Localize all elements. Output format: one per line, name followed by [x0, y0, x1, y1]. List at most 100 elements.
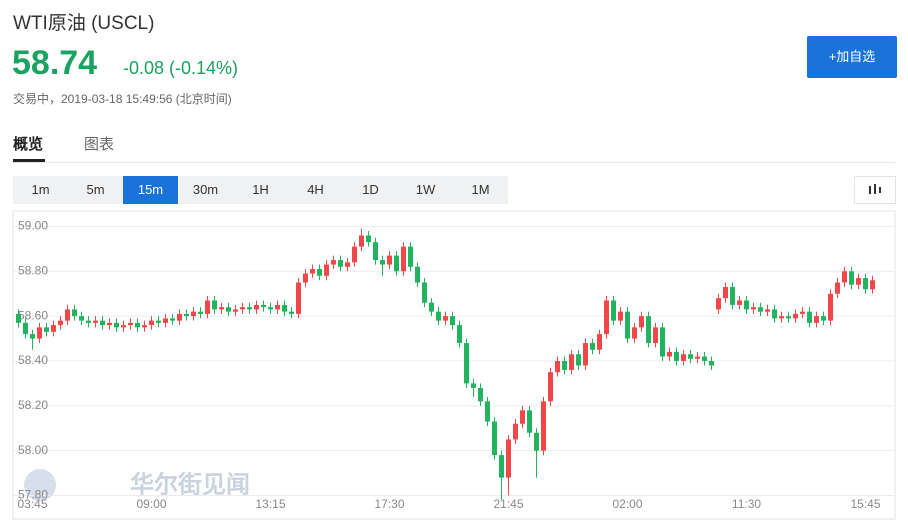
candle-body: [604, 300, 609, 335]
interval-button[interactable]: 1D: [362, 182, 379, 197]
candle-body: [261, 304, 266, 308]
candle-body: [380, 260, 385, 265]
candle-body: [464, 343, 469, 384]
candle-body: [79, 316, 84, 321]
interval-bar: 1m 5m 15m 30m 1H 4H 1D 1W 1M: [13, 176, 508, 204]
x-tick-label: 02:00: [612, 497, 642, 511]
price-change: -0.08 (-0.14%): [123, 58, 239, 78]
add-watchlist-button[interactable]: +加自选: [807, 36, 897, 78]
candle-body: [401, 246, 406, 272]
candle-body: [709, 360, 714, 366]
candle-body: [310, 269, 315, 274]
candle-body: [611, 300, 616, 321]
candle-body: [632, 327, 637, 339]
candle-body: [282, 304, 287, 312]
instrument-title: WTI原油 (USCL): [13, 13, 155, 34]
trading-status: 交易中，2019-03-18 15:49:56 (北京时间): [13, 92, 232, 106]
candle-body: [828, 293, 833, 321]
candle-body: [639, 316, 644, 328]
candle-body: [275, 304, 280, 310]
x-tick-label: 11:30: [732, 497, 761, 511]
candle-body: [737, 300, 742, 305]
candle-body: [646, 316, 651, 344]
x-tick-label: 17:30: [374, 497, 404, 511]
candle-body: [331, 260, 336, 265]
candle-body: [121, 325, 126, 328]
candle-body: [527, 410, 532, 433]
candle-body: [751, 307, 756, 310]
candle-body: [394, 255, 399, 272]
candle-body: [72, 309, 77, 317]
y-tick-label: 57.80: [18, 488, 48, 502]
plot-frame: [12, 210, 896, 520]
candle-body: [212, 300, 217, 310]
candle-body: [303, 273, 308, 283]
candle-body: [807, 311, 812, 323]
x-tick-label: 21:45: [493, 497, 523, 511]
candle-body: [772, 309, 777, 319]
candle-body: [681, 354, 686, 361]
candle-body: [821, 316, 826, 321]
candle-body: [744, 300, 749, 310]
candle-body: [156, 320, 161, 323]
interval-button[interactable]: 1M: [471, 182, 490, 197]
candle-body: [23, 322, 28, 335]
candle-body: [191, 311, 196, 317]
candle-body: [702, 356, 707, 361]
x-tick-label: 03:45: [17, 497, 47, 511]
candle-body: [163, 318, 168, 323]
candle-body: [429, 302, 434, 312]
tab[interactable]: 图表: [84, 136, 115, 153]
candle-body: [520, 410, 525, 424]
candle-body: [765, 309, 770, 312]
candle-body: [443, 316, 448, 321]
candle-body: [793, 313, 798, 319]
candle-body: [471, 383, 476, 388]
interval-button[interactable]: 4H: [307, 182, 324, 197]
candle-body: [478, 387, 483, 402]
candle-body: [597, 334, 602, 350]
candle-body: [170, 318, 175, 321]
candle-body: [590, 343, 595, 350]
candle-body: [653, 327, 658, 344]
y-tick-label: 58.00: [18, 443, 48, 457]
candle-body: [618, 311, 623, 321]
interval-button[interactable]: 5m: [86, 182, 105, 197]
candle-body: [842, 271, 847, 283]
candle-body: [324, 264, 329, 276]
tab-indicator: [13, 159, 45, 162]
candle-body: [387, 255, 392, 265]
candle-body: [317, 269, 322, 276]
candle-body: [800, 311, 805, 314]
tab[interactable]: 概览: [13, 136, 44, 153]
candle-body: [226, 307, 231, 312]
chart-type-button[interactable]: [854, 176, 896, 204]
candle-body: [730, 286, 735, 305]
candle-body: [667, 352, 672, 357]
candle-body: [247, 307, 252, 310]
watermark: 华尔街见闻: [130, 470, 250, 498]
candle-body: [492, 421, 497, 456]
candle-body: [779, 316, 784, 319]
interval-button[interactable]: 1m: [31, 182, 50, 197]
interval-button[interactable]: 30m: [192, 182, 219, 197]
candle-body: [58, 320, 63, 326]
candle-body: [373, 242, 378, 261]
candle-body: [534, 432, 539, 451]
interval-button[interactable]: 1W: [415, 182, 436, 197]
interval-button[interactable]: 15m: [123, 176, 178, 204]
interval-button[interactable]: 1H: [252, 182, 269, 197]
candle-body: [723, 286, 728, 299]
candle-body: [205, 300, 210, 314]
candle-body: [422, 282, 427, 303]
candle-body: [450, 316, 455, 326]
candle-body: [541, 401, 546, 451]
candle-body: [254, 304, 259, 310]
candle-body: [107, 322, 112, 326]
candle-body: [65, 309, 70, 321]
candle-body: [149, 320, 154, 326]
candle-body: [30, 334, 35, 339]
candle-body: [786, 316, 791, 319]
candle-body: [142, 325, 147, 328]
